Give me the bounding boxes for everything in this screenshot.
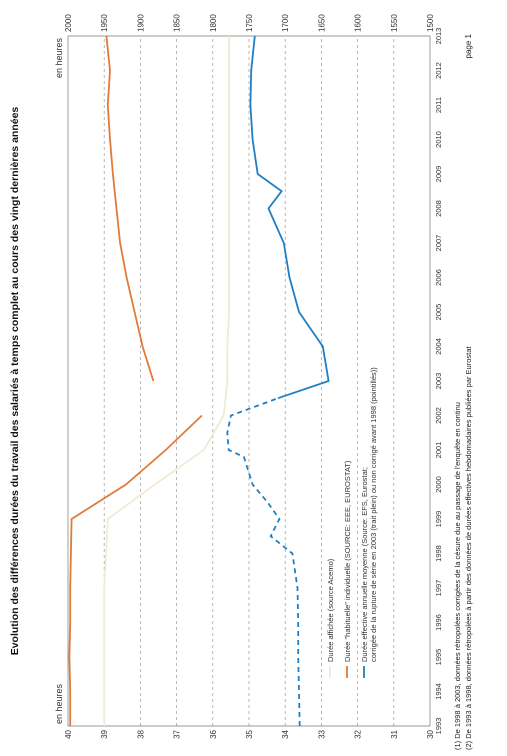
x-tick-label: 2011 — [434, 97, 443, 113]
left-tick-label: 30 — [426, 729, 435, 738]
left-axis-label: en heures — [54, 683, 64, 724]
left-tick-label: 40 — [64, 729, 73, 738]
right-tick-label: 1500 — [426, 14, 435, 32]
legend-label-duree-habituelle: Durée "habituelle" individuelle (SOURCE:… — [343, 460, 352, 662]
right-tick-label: 1850 — [173, 14, 182, 32]
x-tick-label: 1995 — [434, 649, 443, 666]
right-tick-label: 1750 — [245, 14, 254, 32]
x-tick-label: 2007 — [434, 235, 443, 252]
x-tick-label: 1999 — [434, 511, 443, 528]
x-tick-label: 2013 — [434, 28, 443, 45]
x-tick-label: 2004 — [434, 338, 443, 355]
right-tick-label: 1550 — [390, 14, 399, 32]
left-tick-label: 31 — [390, 729, 399, 738]
x-tick-label: 2008 — [434, 200, 443, 217]
chart-title: Evolution des différences durées du trav… — [9, 107, 21, 656]
x-tick-label: 2009 — [434, 166, 443, 183]
right-tick-label: 1650 — [317, 14, 326, 32]
x-tick-label: 2003 — [434, 373, 443, 390]
legend-label-duree-effective: Durée effective annuelle moyenne (Source… — [360, 367, 378, 662]
legend: Durée affichée (source Acemo) Durée "hab… — [326, 367, 378, 678]
right-tick-label: 1600 — [354, 14, 363, 32]
series-line-effective-solid — [249, 35, 330, 400]
left-tick-label: 36 — [209, 729, 218, 738]
x-tick-label: 2001 — [434, 442, 443, 459]
legend-label-line: Durée effective annuelle moyenne (Source… — [360, 467, 369, 662]
footnote-2: (2) De 1993 à 1998, données rétropolées … — [464, 346, 473, 750]
x-tick-label: 2012 — [434, 62, 443, 79]
series-line-0 — [103, 36, 230, 726]
x-tick-label: 2006 — [434, 269, 443, 286]
left-tick-label: 33 — [317, 729, 326, 738]
footnote-1: (1) De 1998 à 2003, données rétropolées … — [453, 402, 462, 750]
rotated-chart-group: 30 31 32 33 34 35 36 37 38 39 40 1500 1550 1600 1650 17… — [9, 14, 473, 750]
series-line-1 — [68, 35, 203, 726]
x-tick-label: 1997 — [434, 580, 443, 597]
x-tick-label: 2000 — [434, 476, 443, 493]
left-tick-label: 39 — [100, 729, 109, 738]
right-axis-label: en heures — [54, 38, 64, 79]
x-tick-label: 1994 — [434, 683, 443, 700]
x-tick-label: 1996 — [434, 614, 443, 631]
x-tick-label: 1993 — [434, 718, 443, 735]
tick-labels: 30 31 32 33 34 35 36 37 38 39 40 1500 1550 1600 1650 17… — [64, 14, 443, 739]
page-label: page 1 — [464, 33, 473, 58]
right-tick-label: 1950 — [100, 14, 109, 32]
legend-label-line: corrigée de la rupture de série en 2003 … — [369, 367, 378, 662]
x-tick-label: 2005 — [434, 304, 443, 321]
left-tick-label: 37 — [173, 729, 182, 738]
series-line-effective-dashed — [226, 397, 301, 727]
left-tick-label: 38 — [136, 729, 145, 738]
x-tick-label: 2002 — [434, 407, 443, 424]
right-tick-label: 2000 — [64, 14, 73, 32]
left-tick-label: 32 — [354, 729, 363, 738]
x-tick-label: 1998 — [434, 545, 443, 562]
series-lines — [68, 35, 330, 727]
left-tick-label: 35 — [245, 729, 254, 738]
right-tick-label: 1700 — [281, 14, 290, 32]
grid-lines — [67, 35, 431, 727]
legend-label-duree-affichee: Durée affichée (source Acemo) — [326, 558, 335, 662]
x-tick-label: 2010 — [434, 131, 443, 148]
left-tick-label: 34 — [281, 729, 290, 738]
right-tick-label: 1900 — [136, 14, 145, 32]
right-tick-label: 1800 — [209, 14, 218, 32]
